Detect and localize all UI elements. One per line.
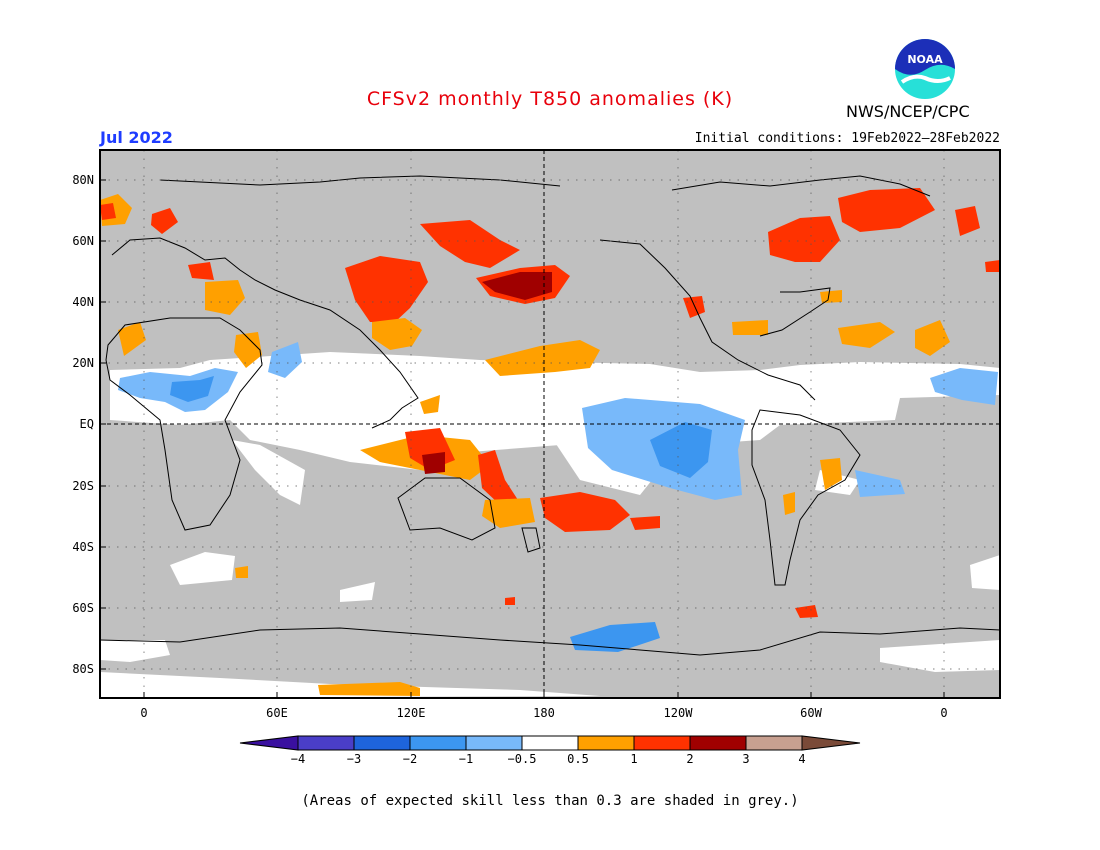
lat-label: 60S — [72, 601, 94, 615]
colorbar-segment — [689, 735, 747, 751]
colorbar-segment — [577, 735, 635, 751]
lat-label: 60N — [72, 234, 94, 248]
colorbar-tick-label: −3 — [346, 752, 362, 766]
neutral-anomaly-areas — [100, 352, 1000, 698]
logo-text: NOAA — [907, 53, 943, 66]
map-title: CFSv2 monthly T850 anomalies (K) — [366, 88, 734, 110]
colorbar-segment — [297, 735, 355, 751]
lon-label: 180 — [533, 706, 555, 720]
colorbar-tick-label: −2 — [402, 752, 418, 766]
colorbar-tick-label: −1 — [458, 752, 474, 766]
lat-label: 80N — [72, 173, 94, 187]
colorbar-tick-label: −4 — [290, 752, 306, 766]
lon-label: 60W — [800, 706, 822, 720]
lat-label: 40N — [72, 295, 94, 309]
colorbar-tick-label: −0.5 — [507, 752, 537, 766]
colorbar-tick-label: 2 — [686, 752, 694, 766]
skill-footnote: (Areas of expected skill less than 0.3 a… — [301, 793, 799, 809]
colorbar-segment — [745, 735, 803, 751]
colorbar-segment — [409, 735, 467, 751]
colorbar-tick-label: 1 — [630, 752, 638, 766]
initial-conditions-label: Initial conditions: 19Feb2022–28Feb2022 — [694, 131, 1000, 146]
lat-label: 20N — [72, 356, 94, 370]
lon-label: 120W — [663, 706, 693, 720]
colorbar-segment — [521, 735, 579, 751]
colorbar-tick-label: 0.5 — [567, 752, 589, 766]
coastlines — [99, 175, 1001, 656]
colorbar-segment — [465, 735, 523, 751]
colorbar-segment — [633, 735, 691, 751]
agency-label: NWS/NCEP/CPC — [846, 102, 970, 121]
lat-label: 40S — [72, 540, 94, 554]
colorbar-segment — [353, 735, 411, 751]
lon-label: 60E — [266, 706, 288, 720]
colorbar-tick-label: 3 — [742, 752, 750, 766]
lon-label: 120E — [396, 706, 426, 720]
colorbar — [239, 735, 861, 751]
lat-label: EQ — [79, 417, 94, 431]
lon-label: 0 — [140, 706, 148, 720]
colorbar-arrow-high — [801, 735, 861, 751]
lat-label: 80S — [72, 662, 94, 676]
axis-ticks — [100, 179, 945, 698]
positive-anomaly-areas — [100, 188, 1000, 696]
lon-label: 0 — [940, 706, 948, 720]
forecast-month: Jul 2022 — [100, 128, 173, 147]
colorbar-arrow-low — [239, 735, 299, 751]
noaa-logo-icon: NOAA — [895, 39, 955, 99]
lat-label: 20S — [72, 479, 94, 493]
colorbar-tick-label: 4 — [798, 752, 806, 766]
